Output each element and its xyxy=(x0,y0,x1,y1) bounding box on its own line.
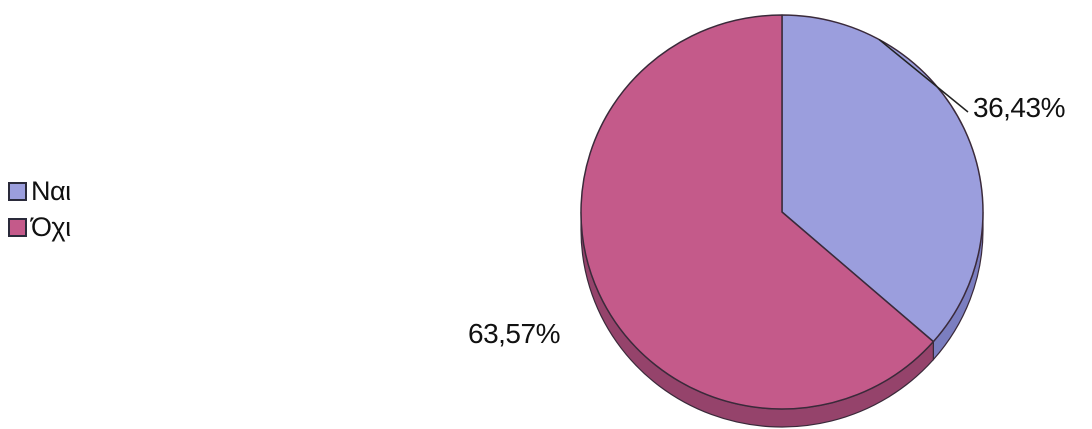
legend-label-nai: Ναι xyxy=(31,175,71,206)
legend-item-nai: Ναι xyxy=(8,173,71,209)
pie-slice-0 xyxy=(781,14,984,343)
legend-label-ochi: Όχι xyxy=(31,211,71,242)
pie-slice-1 xyxy=(580,14,935,410)
leader-line-nai xyxy=(878,38,969,113)
data-label-ochi: 63,57% xyxy=(468,318,560,349)
legend: Ναι Όχι xyxy=(8,173,71,245)
data-label-nai: 36,43% xyxy=(973,92,1065,123)
legend-swatch-nai xyxy=(8,181,27,201)
legend-swatch-ochi xyxy=(8,217,27,237)
legend-item-ochi: Όχι xyxy=(8,209,71,245)
